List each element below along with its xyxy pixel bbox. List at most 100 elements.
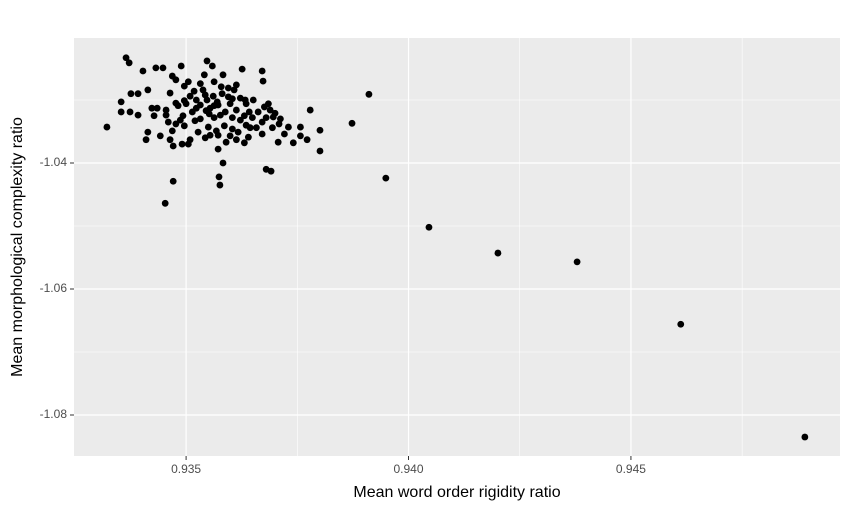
point — [210, 78, 218, 86]
point — [180, 122, 188, 130]
point — [228, 125, 236, 133]
point — [168, 127, 176, 135]
point — [148, 104, 156, 112]
point — [192, 96, 200, 104]
point — [289, 139, 297, 147]
point — [268, 124, 276, 132]
point — [258, 67, 266, 75]
point — [240, 139, 248, 147]
point — [259, 77, 267, 85]
point — [186, 92, 194, 100]
point — [219, 71, 227, 79]
point — [224, 93, 232, 101]
point — [238, 65, 246, 73]
point — [117, 108, 125, 116]
point — [196, 101, 204, 109]
point — [221, 108, 229, 116]
point — [178, 140, 186, 148]
point — [179, 112, 187, 120]
point — [150, 112, 158, 120]
point — [166, 136, 174, 144]
point — [281, 130, 288, 138]
point — [285, 123, 292, 131]
point — [200, 71, 208, 79]
point — [201, 134, 209, 142]
point — [166, 89, 174, 97]
point — [297, 132, 304, 140]
point — [191, 117, 199, 125]
point — [316, 126, 324, 134]
point — [232, 106, 240, 114]
point — [266, 106, 274, 114]
x-tick-label: 0.945 — [616, 462, 646, 476]
point — [194, 128, 202, 136]
point — [182, 100, 190, 108]
point — [297, 123, 304, 131]
point — [226, 132, 234, 140]
point — [139, 67, 147, 75]
point — [204, 123, 212, 131]
point — [252, 124, 260, 132]
point — [245, 108, 253, 116]
point — [188, 108, 196, 116]
point — [169, 177, 177, 185]
point — [161, 199, 169, 207]
point — [365, 90, 373, 98]
point — [242, 121, 250, 129]
point — [220, 122, 228, 130]
point — [216, 181, 224, 189]
point — [232, 136, 240, 144]
point — [382, 174, 390, 182]
point — [248, 114, 256, 122]
point — [201, 91, 209, 99]
y-tick-label: -1.08 — [40, 407, 68, 421]
point — [210, 114, 218, 122]
point — [134, 90, 142, 98]
point — [180, 82, 188, 90]
point — [234, 128, 242, 136]
point — [228, 114, 236, 122]
point — [144, 128, 152, 136]
point — [134, 111, 142, 119]
point — [172, 120, 180, 128]
point — [153, 104, 161, 112]
point — [184, 78, 192, 86]
point — [264, 100, 272, 108]
point — [152, 64, 160, 72]
point — [274, 138, 282, 146]
x-tick-label: 0.940 — [393, 462, 423, 476]
x-tick-label: 0.935 — [171, 462, 201, 476]
y-axis-title: Mean morphological complexity ratio — [9, 117, 26, 377]
point — [168, 72, 176, 80]
point — [174, 102, 182, 110]
point — [216, 111, 224, 119]
point — [306, 106, 314, 114]
point — [241, 96, 249, 104]
point — [103, 123, 111, 131]
point — [127, 90, 135, 98]
point — [210, 102, 218, 110]
point — [169, 142, 177, 150]
point — [209, 92, 217, 100]
point — [258, 118, 266, 126]
point — [125, 59, 133, 67]
point — [249, 96, 257, 104]
point — [196, 115, 204, 123]
point — [232, 81, 240, 89]
point — [224, 84, 232, 92]
point — [303, 136, 311, 144]
point — [196, 80, 204, 88]
point — [156, 132, 164, 140]
point — [184, 140, 192, 148]
point — [126, 108, 134, 116]
point — [122, 54, 130, 62]
point — [214, 145, 222, 153]
panel — [74, 38, 840, 456]
point — [208, 62, 216, 70]
point — [271, 109, 279, 117]
point — [162, 111, 170, 119]
point — [316, 147, 324, 155]
point — [573, 258, 581, 266]
